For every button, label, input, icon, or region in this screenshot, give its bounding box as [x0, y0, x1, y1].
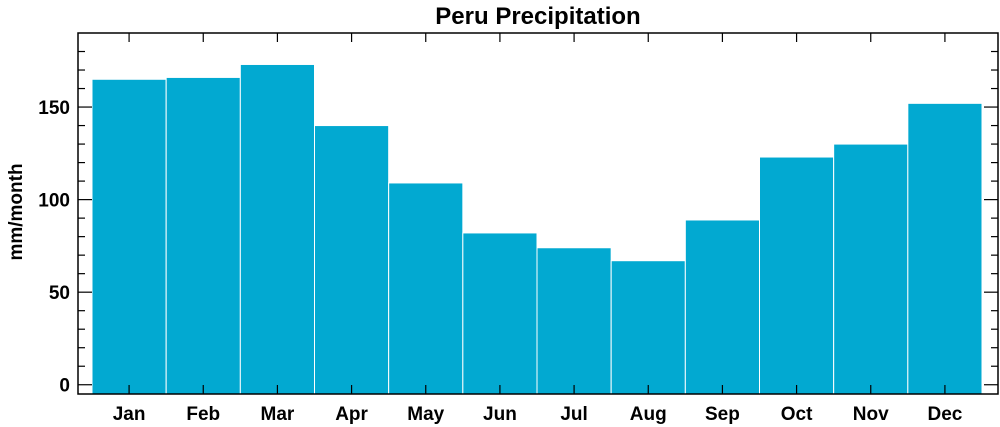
- bar-feb: [165, 76, 241, 395]
- y-tick-label-50: 50: [49, 283, 70, 304]
- x-tick-label-jan: Jan: [113, 404, 146, 425]
- bars-group: [91, 63, 983, 395]
- ticks-group: [78, 33, 998, 394]
- x-tick-label-may: May: [407, 404, 444, 425]
- chart-title: Peru Precipitation: [435, 3, 640, 30]
- y-tick-label-0: 0: [59, 376, 70, 397]
- bar-sep: [684, 219, 760, 395]
- bar-jun: [462, 232, 538, 395]
- x-tick-label-jul: Jul: [560, 404, 587, 425]
- bar-jan: [91, 78, 167, 395]
- plot-frame: [77, 32, 999, 395]
- bar-apr: [314, 125, 390, 395]
- bar-dec: [907, 102, 983, 395]
- x-tick-label-aug: Aug: [630, 404, 667, 425]
- bar-oct: [759, 156, 835, 395]
- x-tick-label-feb: Feb: [186, 404, 220, 425]
- x-tick-label-apr: Apr: [335, 404, 368, 425]
- x-tick-label-nov: Nov: [853, 404, 889, 425]
- x-tick-label-jun: Jun: [483, 404, 517, 425]
- bar-mar: [239, 63, 315, 395]
- y-axis-label: mm/month: [6, 163, 27, 260]
- x-tick-label-oct: Oct: [781, 404, 813, 425]
- x-tick-label-dec: Dec: [927, 404, 962, 425]
- bar-may: [388, 182, 464, 395]
- x-tick-label-sep: Sep: [705, 404, 740, 425]
- bar-jul: [536, 247, 612, 395]
- y-tick-label-150: 150: [38, 98, 70, 119]
- bar-nov: [833, 143, 909, 395]
- x-tick-label-mar: Mar: [261, 404, 295, 425]
- y-tick-label-100: 100: [38, 191, 70, 212]
- bar-aug: [610, 260, 686, 395]
- tick-labels-group: Jan Feb Mar Apr May Jun Jul Aug Sep Oct Nov Dec 0 50 1…: [38, 98, 962, 425]
